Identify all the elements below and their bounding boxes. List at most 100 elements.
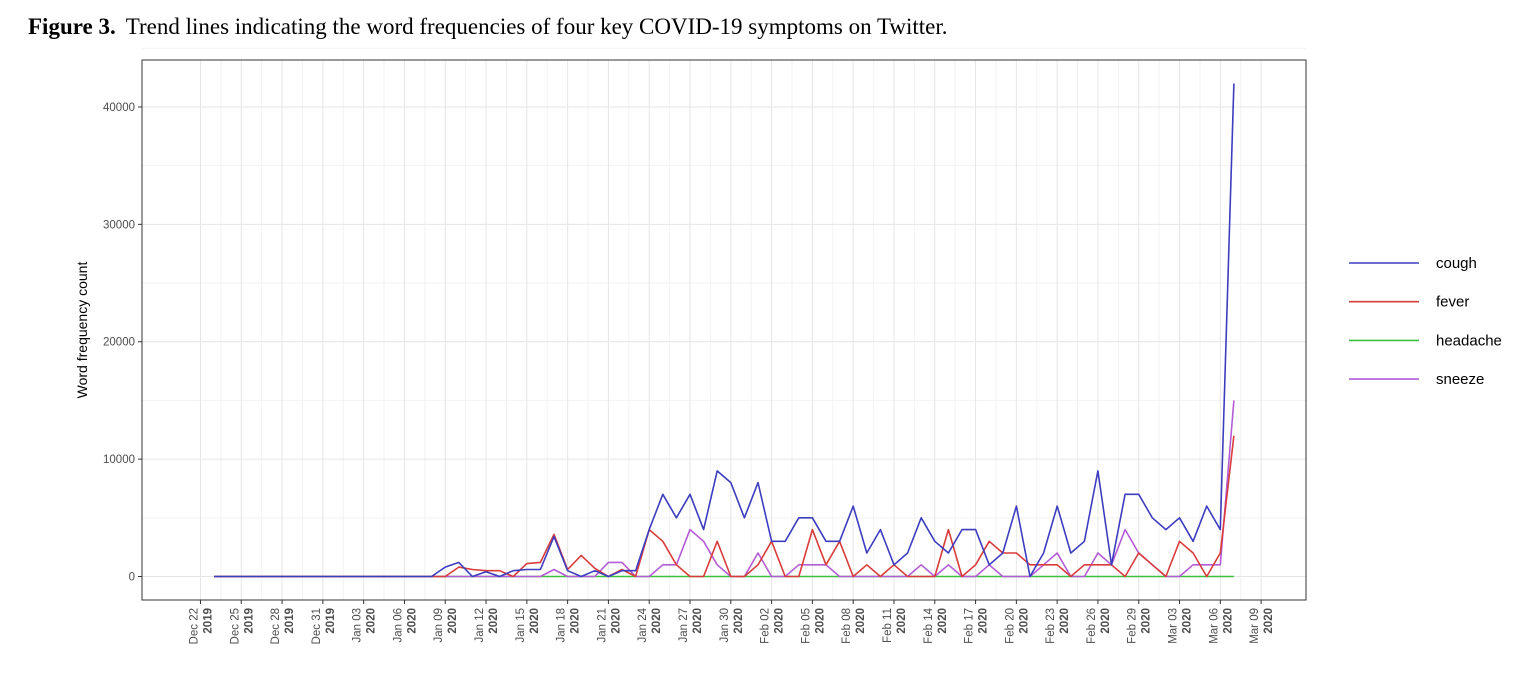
x-tick-month: Jan 15 (515, 608, 527, 643)
x-tick-label: Jan 06 2020 (392, 608, 418, 643)
x-tick-label: Dec 22 2019 (188, 608, 214, 644)
x-tick-year: 2020 (610, 608, 622, 634)
x-tick-year: 2020 (366, 608, 378, 634)
x-tick-year: 2020 (1263, 608, 1275, 634)
y-tick-label: 30000 (103, 219, 135, 231)
plot-panel-border (141, 59, 1307, 601)
x-tick-label: Feb 02 2020 (760, 608, 786, 644)
x-tick-label: Dec 31 2019 (311, 608, 337, 644)
x-tick-month: Feb 23 (1045, 608, 1057, 644)
x-tick-year: 2020 (692, 608, 704, 634)
legend-label-fever: fever (1436, 294, 1469, 311)
series-line-fever (214, 435, 1235, 578)
series-line-sneeze (214, 400, 1235, 578)
x-tick-label: Feb 20 2020 (1004, 608, 1030, 644)
x-tick-month: Feb 29 (1127, 608, 1139, 644)
x-tick-year: 2020 (978, 608, 990, 634)
x-tick-month: Feb 02 (760, 608, 772, 644)
x-tick-month: Mar 06 (1208, 608, 1220, 644)
x-tick-year: 2020 (1222, 608, 1234, 634)
x-tick-month: Feb 14 (923, 607, 935, 643)
series-lines (214, 83, 1235, 578)
x-tick-year: 2019 (243, 608, 255, 634)
x-tick-year: 2019 (325, 608, 337, 634)
x-tick-label: Feb 26 2020 (1086, 608, 1112, 644)
x-tick-year: 2020 (733, 608, 745, 634)
figure-caption: Figure 3. Trend lines indicating the word… (28, 14, 948, 40)
x-tick-label: Jan 30 2020 (719, 608, 745, 643)
legend-item-sneeze: sneeze (1349, 371, 1484, 388)
x-tick-year: 2020 (1182, 608, 1194, 634)
x-tick-label: Feb 08 2020 (841, 608, 867, 644)
x-tick-month: Jan 18 (556, 608, 568, 643)
y-axis: 0 10000 20000 30000 40000 (103, 102, 142, 584)
x-tick-year: 2020 (896, 608, 908, 634)
y-tick-label: 40000 (103, 102, 135, 114)
x-tick-label: Mar 03 2020 (1168, 608, 1194, 644)
x-tick-year: 2020 (406, 608, 418, 634)
x-tick-year: 2020 (1100, 608, 1112, 634)
x-tick-month: Feb 05 (800, 608, 812, 644)
x-tick-label: Jan 12 2020 (474, 608, 500, 643)
x-tick-month: Jan 09 (433, 608, 445, 643)
y-tick-label: 10000 (103, 454, 135, 466)
x-tick-label: Jan 18 2020 (556, 608, 582, 643)
x-tick-label: Jan 09 2020 (433, 608, 459, 643)
legend-label-sneeze: sneeze (1436, 371, 1484, 388)
x-tick-month: Feb 17 (964, 608, 976, 644)
x-tick-year: 2020 (937, 608, 949, 634)
x-tick-label: Jan 03 2020 (352, 608, 378, 643)
x-tick-month: Jan 30 (719, 608, 731, 643)
x-tick-month: Mar 09 (1249, 608, 1261, 644)
legend-item-fever: fever (1349, 294, 1469, 311)
x-tick-year: 2020 (1018, 608, 1030, 634)
x-tick-label: Feb 11 2020 (882, 608, 908, 643)
y-axis-title: Word frequency count (74, 262, 90, 399)
grid-lines (142, 47, 1306, 600)
x-tick-year: 2020 (855, 608, 867, 634)
x-tick-label: Jan 15 2020 (515, 608, 541, 643)
x-tick-month: Jan 24 (637, 607, 649, 642)
x-tick-label: Dec 25 2019 (229, 608, 255, 644)
x-tick-month: Feb 11 (882, 608, 894, 643)
x-tick-label: Mar 09 2020 (1249, 608, 1275, 644)
x-tick-label: Jan 27 2020 (678, 608, 704, 643)
x-tick-month: Jan 21 (596, 608, 608, 643)
x-tick-label: Mar 06 2020 (1208, 608, 1234, 644)
x-tick-label: Jan 21 2020 (596, 608, 622, 643)
legend-label-cough: cough (1436, 255, 1477, 272)
x-tick-year: 2020 (488, 608, 500, 634)
x-tick-month: Feb 08 (841, 608, 853, 644)
legend-item-headache: headache (1349, 332, 1502, 349)
figure-label: Figure 3. (28, 14, 116, 39)
legend: cough fever headache sneeze (1349, 255, 1502, 388)
x-tick-year: 2020 (814, 608, 826, 634)
x-tick-month: Jan 12 (474, 608, 486, 643)
x-tick-month: Jan 27 (678, 608, 690, 643)
x-tick-month: Dec 22 (188, 608, 200, 644)
legend-item-cough: cough (1349, 255, 1477, 272)
x-tick-year: 2020 (774, 608, 786, 634)
x-tick-year: 2019 (284, 608, 296, 634)
x-tick-label: Feb 29 2020 (1127, 608, 1153, 644)
x-tick-month: Feb 20 (1004, 608, 1016, 644)
x-tick-month: Dec 31 (311, 608, 323, 644)
x-tick-label: Feb 23 2020 (1045, 608, 1071, 644)
legend-label-headache: headache (1436, 332, 1502, 349)
x-tick-label: Feb 17 2020 (964, 608, 990, 644)
x-tick-label: Jan 24 2020 (637, 607, 663, 642)
x-tick-month: Dec 25 (229, 608, 241, 644)
y-tick-label: 0 (129, 572, 135, 584)
x-tick-year: 2020 (447, 608, 459, 634)
x-tick-month: Mar 03 (1168, 608, 1180, 644)
x-tick-label: Feb 05 2020 (800, 608, 826, 644)
x-tick-month: Jan 06 (392, 608, 404, 643)
x-tick-year: 2020 (570, 608, 582, 634)
figure-caption-text: Trend lines indicating the word frequenc… (125, 14, 948, 39)
x-tick-month: Jan 03 (352, 608, 364, 643)
x-tick-month: Dec 28 (270, 608, 282, 644)
series-line-cough (214, 83, 1235, 578)
x-tick-year: 2020 (651, 608, 663, 634)
x-tick-year: 2020 (1141, 608, 1153, 634)
